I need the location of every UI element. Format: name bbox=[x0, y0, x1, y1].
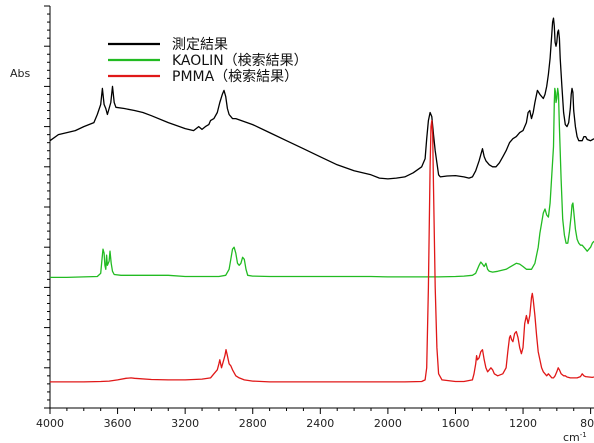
x-tick-label: 1600 bbox=[441, 417, 469, 430]
series-line-1 bbox=[49, 17, 594, 180]
x-tick-label: 3200 bbox=[171, 417, 199, 430]
series-line-3 bbox=[50, 119, 594, 383]
x-tick-label: 1200 bbox=[509, 417, 537, 430]
y-axis: Abs bbox=[10, 5, 51, 409]
x-ticks bbox=[49, 408, 592, 414]
x-tick-labels: 4000 3600 3200 2800 2400 2000 1600 1200 800 bbox=[36, 417, 594, 430]
legend-label: KAOLIN（検索結果） bbox=[172, 52, 308, 69]
x-tick-label: 2000 bbox=[374, 417, 402, 430]
y-axis-label: Abs bbox=[10, 67, 31, 80]
x-tick-label: 800 bbox=[580, 417, 594, 430]
x-axis-unit: cm bbox=[563, 431, 580, 443]
series-line-2 bbox=[50, 87, 594, 279]
x-axis-label: cm-1 bbox=[563, 431, 587, 443]
y-ticks bbox=[44, 5, 50, 409]
x-axis: 4000 3600 3200 2800 2400 2000 1600 1200 800 cm-1 bbox=[36, 407, 594, 443]
series-lines bbox=[49, 17, 594, 383]
x-tick-label: 2400 bbox=[306, 417, 334, 430]
x-tick-label: 2800 bbox=[239, 417, 267, 430]
x-tick-label: 3600 bbox=[104, 417, 132, 430]
x-tick-label: 4000 bbox=[36, 417, 64, 430]
x-axis-unit-exponent: -1 bbox=[580, 431, 587, 439]
legend-label: 測定結果 bbox=[172, 37, 228, 53]
legend-label: PMMA（検索結果） bbox=[172, 68, 298, 85]
